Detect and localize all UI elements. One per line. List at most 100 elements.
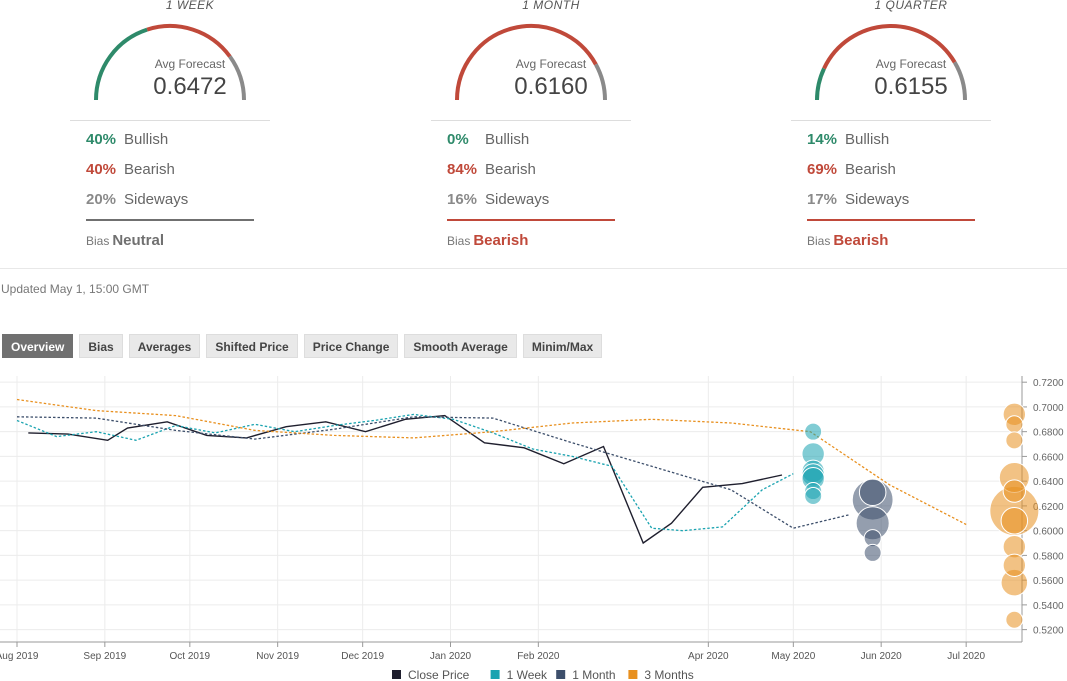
forecast-dot-1-month [863, 543, 882, 562]
avg-forecast-value: 0.6472 [153, 73, 227, 100]
x-tick-label: Feb 2020 [517, 651, 560, 662]
forecast-chart: 0.5200 0.5400 0.5600 0.5800 0.6000 0.6200 0.64… [0, 376, 1064, 681]
separator [70, 120, 270, 121]
avg-forecast-value: 0.6155 [874, 73, 948, 100]
sideways-percent: 20% [86, 191, 117, 208]
forecast-dot-1-month [858, 478, 887, 507]
bullish-percent: 40% [86, 131, 117, 148]
series-line-1-month [16, 416, 851, 529]
bullish-percent: 14% [807, 131, 838, 148]
x-tick-label: Dec 2019 [341, 651, 384, 662]
period-title: 1 MONTH [522, 0, 580, 12]
sideways-row: 20% Sideways [86, 191, 188, 208]
tab-price-change[interactable]: Price Change [303, 334, 399, 358]
x-tick-label: Nov 2019 [256, 651, 299, 662]
sideways-percent: 17% [807, 191, 838, 208]
bearish-percent: 40% [86, 161, 117, 178]
bullish-row: 14% Bullish [807, 131, 889, 148]
sentiment-gauge [815, 24, 967, 101]
y-tick-label: 0.6800 [1033, 428, 1064, 439]
bullish-row: 0% Bullish [447, 131, 529, 148]
avg-forecast-value: 0.6160 [514, 73, 588, 100]
sentiment-gauge [94, 24, 246, 101]
legend-swatch [490, 670, 500, 679]
x-tick-label: Aug 2019 [0, 651, 39, 662]
y-tick-label: 0.6400 [1033, 477, 1064, 488]
bias-line [807, 219, 975, 221]
chart-tabs: Overview Bias Averages Shifted Price Price C… [2, 334, 603, 358]
tab-shifted-price[interactable]: Shifted Price [206, 334, 298, 358]
bias: Bias Bearish [807, 232, 888, 249]
gauge-sideways-arc [952, 61, 967, 101]
y-tick-label: 0.5400 [1033, 601, 1064, 612]
gauge-sideways-arc [228, 55, 246, 101]
bearish-row: 84% Bearish [447, 161, 536, 178]
legend-label: 1 Week [507, 668, 548, 681]
legend-label: 3 Months [644, 668, 693, 681]
x-tick-label: Sep 2019 [83, 651, 126, 662]
x-tick-label: Jun 2020 [861, 651, 903, 662]
section-divider [0, 268, 1067, 269]
bullish-label: Bullish [485, 131, 530, 148]
x-tick-label: Apr 2020 [688, 651, 729, 662]
bearish-label: Bearish [124, 161, 175, 178]
bias-line [86, 219, 254, 221]
y-tick-label: 0.5600 [1033, 576, 1064, 587]
sentiment-gauge [455, 24, 607, 101]
x-tick-label: Jul 2020 [947, 651, 985, 662]
bias-label: Bias [86, 234, 110, 248]
sideways-row: 17% Sideways [807, 191, 909, 208]
bias-label: Bias [447, 234, 471, 248]
legend-swatch [628, 670, 638, 679]
bias-line [447, 219, 615, 221]
bias-label: Bias [807, 234, 831, 248]
sideways-percent: 16% [447, 191, 478, 208]
tab-averages[interactable]: Averages [128, 334, 201, 358]
plot-area [0, 376, 1022, 642]
period-title: 1 WEEK [165, 0, 215, 12]
gauge-bearish-arc [455, 24, 598, 101]
bearish-label: Bearish [845, 161, 896, 178]
x-tick-label: Jan 2020 [430, 651, 472, 662]
series-line-close-price [28, 414, 783, 545]
separator [431, 120, 631, 121]
bias: Bias Neutral [86, 232, 164, 249]
bearish-percent: 69% [807, 161, 838, 178]
separator [791, 120, 991, 121]
gauge-sideways-arc [594, 63, 607, 101]
gauge-bullish-arc [815, 67, 826, 101]
forecast-dot-3-months [1000, 506, 1029, 535]
y-tick-label: 0.7000 [1033, 403, 1064, 414]
avg-forecast-label: Avg Forecast [515, 57, 587, 71]
legend-swatch [392, 670, 401, 679]
gauge-bearish-arc [822, 24, 957, 70]
period-title: 1 QUARTER [874, 0, 948, 12]
y-tick-label: 0.7200 [1033, 378, 1064, 389]
tab-overview[interactable]: Overview [2, 334, 74, 358]
bearish-row: 40% Bearish [86, 161, 175, 178]
bias-value: Bearish [473, 232, 529, 249]
tab-smooth-average[interactable]: Smooth Average [404, 334, 517, 358]
forecast-dot-3-months [1002, 553, 1027, 577]
sideways-label: Sideways [485, 191, 550, 208]
gauge-bearish-arc [146, 24, 232, 58]
forecast-dot-3-months [1005, 431, 1024, 450]
bearish-label: Bearish [485, 161, 536, 178]
y-tick-label: 0.5800 [1033, 551, 1064, 562]
bias: Bias Bearish [447, 232, 528, 249]
tab-bias[interactable]: Bias [79, 334, 123, 358]
bullish-label: Bullish [124, 131, 169, 148]
forecast-dot-1-week [804, 422, 823, 441]
x-tick-label: Oct 2019 [170, 651, 211, 662]
bearish-row: 69% Bearish [807, 161, 896, 178]
sideways-label: Sideways [845, 191, 910, 208]
y-tick-label: 0.6000 [1033, 527, 1064, 538]
tab-minim-max[interactable]: Minim/Max [522, 334, 603, 358]
bullish-percent: 0% [447, 131, 469, 148]
legend-label: 1 Month [572, 668, 615, 681]
forecast-dot-3-months [1002, 479, 1027, 503]
avg-forecast-label: Avg Forecast [875, 57, 947, 71]
bias-value: Neutral [112, 232, 165, 249]
bias-value: Bearish [833, 232, 889, 249]
bearish-percent: 84% [447, 161, 478, 178]
